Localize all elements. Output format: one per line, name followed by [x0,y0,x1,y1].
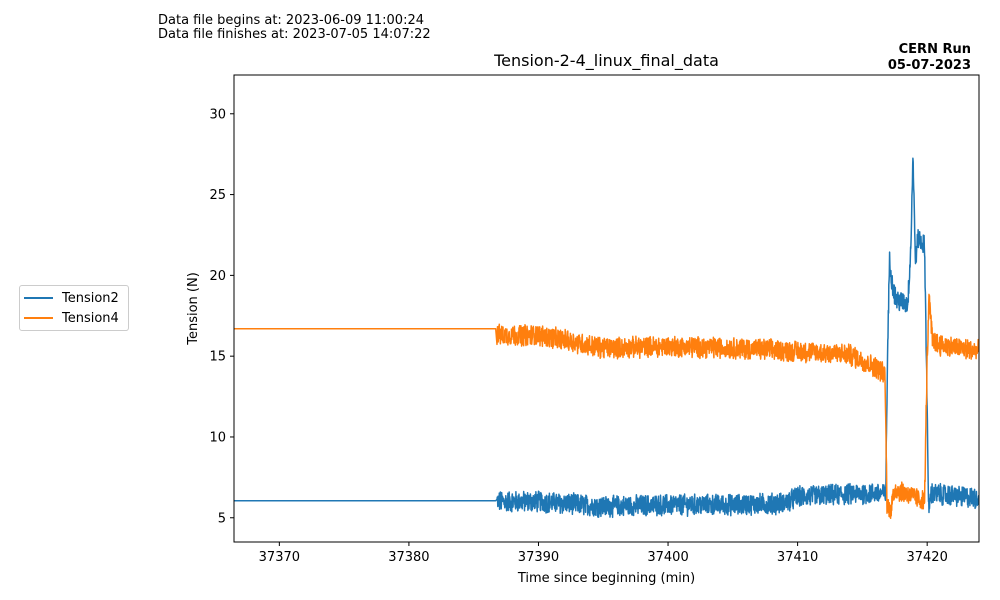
series-line-tension4 [234,293,979,520]
data-begin-note: Data file begins at: 2023-06-09 11:00:24 [158,13,425,28]
run-date: 05-07-2023 [887,58,971,73]
chart-title: Tension-2-4_linux_final_data [494,51,719,70]
y-tick-label: 30 [209,107,226,122]
x-tick-label: 37390 [518,550,559,565]
x-tick-label: 37410 [777,550,818,565]
legend-swatch-tension2 [24,297,53,299]
legend: Tension2 Tension4 [19,285,129,331]
legend-swatch-tension4 [24,317,53,319]
series-line-tension2 [234,157,979,519]
x-tick-label: 37370 [259,550,300,565]
x-axis-label: Time since beginning (min) [517,571,695,586]
plot-frame [233,74,980,543]
y-tick-label: 20 [209,269,226,284]
y-tick-label: 25 [209,188,226,203]
y-tick-label: 15 [209,350,226,365]
legend-label-tension4: Tension4 [62,310,119,326]
y-axis-label: Tension (N) [186,272,201,346]
y-tick-label: 10 [209,430,226,445]
x-tick-label: 37400 [647,550,688,565]
data-finish-note: Data file finishes at: 2023-07-05 14:07:… [158,27,431,42]
x-tick-label: 37380 [388,550,429,565]
run-note: CERN Run 05-07-2023 [888,42,971,74]
legend-item-tension2: Tension2 [24,288,119,308]
legend-label-tension2: Tension2 [62,290,119,306]
x-tick-label: 37420 [906,550,947,565]
y-tick-label: 5 [218,511,226,526]
run-label: CERN Run [898,42,971,57]
legend-item-tension4: Tension4 [24,308,119,328]
